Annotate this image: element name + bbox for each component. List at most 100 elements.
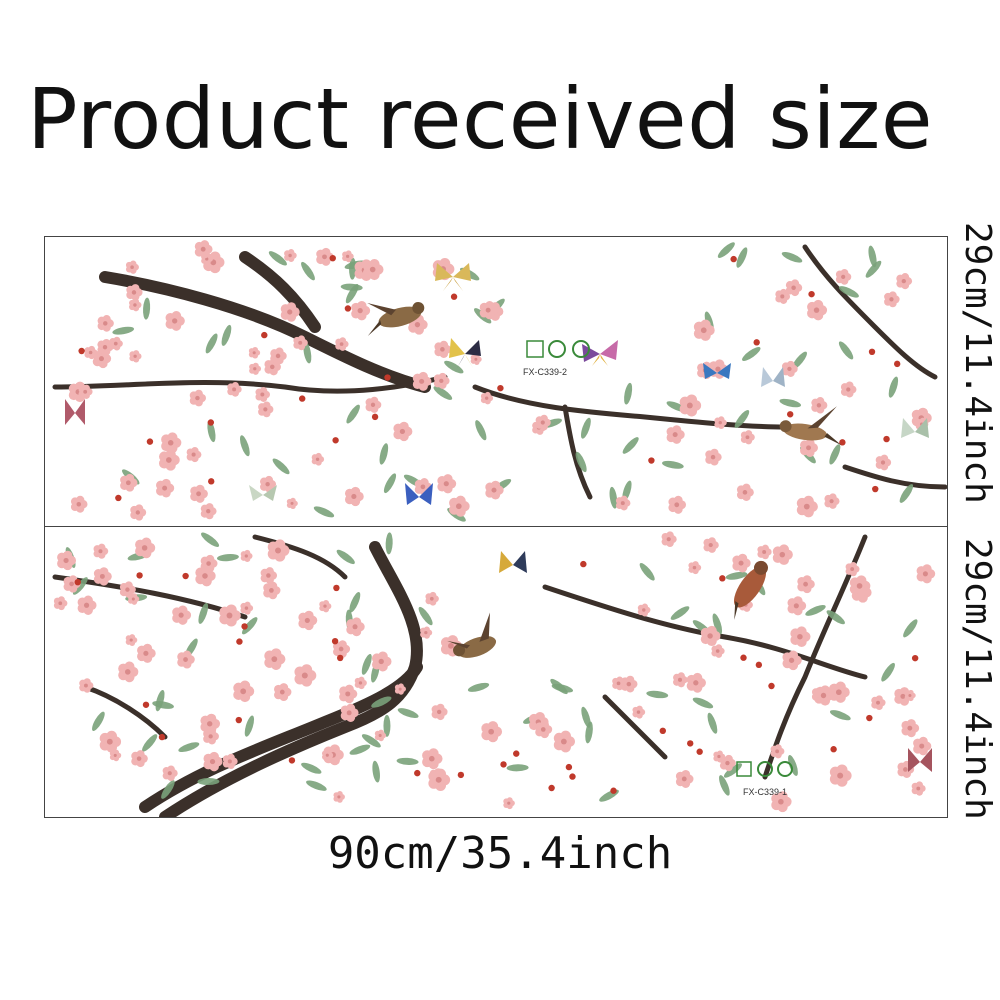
leaf <box>646 690 669 699</box>
width-dimension-label: 90cm/35.4inch <box>327 828 673 879</box>
blossom <box>190 484 208 503</box>
height-dimension-label: 29cm/11.4inch <box>957 538 998 820</box>
berry <box>344 305 352 312</box>
blossom <box>481 721 503 743</box>
blossom <box>135 537 156 559</box>
butterfly-icon <box>65 399 85 425</box>
leaf <box>383 473 397 494</box>
blossom <box>260 567 278 584</box>
leaf <box>306 780 327 791</box>
sticker-sheet-bottom: FX-C339-1 <box>44 526 948 818</box>
blossom <box>871 695 886 711</box>
berry <box>136 572 143 579</box>
blossom <box>371 651 392 672</box>
butterfly-icon <box>703 363 731 379</box>
branch <box>842 464 947 490</box>
leaf <box>639 563 655 581</box>
blossom <box>787 596 807 616</box>
leaf <box>345 283 359 304</box>
blossom <box>84 345 98 360</box>
berry <box>696 748 703 755</box>
berry <box>830 746 837 753</box>
blossom-group <box>53 531 936 813</box>
leaf <box>303 341 312 364</box>
blossom <box>159 449 180 471</box>
berry <box>866 714 873 722</box>
blossom <box>884 291 900 308</box>
blossom <box>705 448 722 466</box>
berry <box>753 339 760 346</box>
leaf <box>216 553 239 562</box>
blossom <box>393 421 413 442</box>
blossom <box>807 299 828 321</box>
blossom <box>480 391 494 405</box>
blossom <box>782 650 802 671</box>
berry <box>513 750 520 757</box>
leaf <box>838 286 859 298</box>
leaf <box>899 484 914 503</box>
blossom <box>161 432 182 454</box>
blossom <box>189 389 206 407</box>
leaf <box>268 251 287 266</box>
blossom <box>172 605 192 625</box>
blossom <box>340 703 359 722</box>
blossom <box>824 493 840 509</box>
leaf <box>444 360 464 374</box>
blossom <box>203 751 223 772</box>
blossom-group <box>68 240 932 521</box>
blossom <box>428 768 451 791</box>
leaf <box>575 451 587 473</box>
sheet-code: FX-C339-1 <box>743 787 787 797</box>
leaf <box>622 437 639 454</box>
butterfly-icon <box>761 367 785 387</box>
blossom <box>248 346 261 359</box>
berry <box>768 682 775 690</box>
blossom <box>280 302 300 322</box>
berry <box>158 733 166 741</box>
berry <box>333 584 340 592</box>
blossom <box>740 430 755 445</box>
leaf <box>336 549 355 565</box>
leaf <box>829 444 841 465</box>
blossom <box>814 685 834 706</box>
blossom <box>93 567 112 586</box>
berry-group <box>78 254 901 502</box>
berry <box>808 290 815 298</box>
blossom <box>796 495 818 518</box>
blossom <box>77 595 97 615</box>
blossom <box>342 250 354 263</box>
blossom <box>222 753 238 770</box>
blossom <box>916 564 936 584</box>
blossom <box>200 503 217 520</box>
leaf <box>725 571 748 580</box>
leaf <box>143 297 151 320</box>
blossom <box>365 396 382 413</box>
blossom <box>433 372 450 389</box>
leaf <box>301 762 322 774</box>
leaf <box>418 606 433 626</box>
leaf <box>396 757 419 765</box>
blossom <box>129 298 142 312</box>
butterfly-icon <box>582 340 618 366</box>
leaf <box>662 460 684 469</box>
berry <box>457 771 465 779</box>
berry <box>883 435 890 443</box>
blossom <box>125 634 138 646</box>
blossom <box>125 260 139 274</box>
leaf <box>272 458 290 475</box>
blossom <box>333 791 345 803</box>
berry <box>740 654 747 661</box>
leaf <box>349 744 371 755</box>
blossom <box>346 617 365 637</box>
leaf <box>734 410 750 428</box>
blossom <box>875 454 892 471</box>
blossom <box>829 681 850 703</box>
blossom <box>686 672 706 693</box>
blossom <box>553 730 575 753</box>
leaf <box>707 712 718 734</box>
blossom <box>449 495 470 517</box>
blossom <box>156 478 175 498</box>
butterfly-icon <box>901 418 929 438</box>
leaf <box>865 260 882 278</box>
blossom <box>126 284 143 301</box>
